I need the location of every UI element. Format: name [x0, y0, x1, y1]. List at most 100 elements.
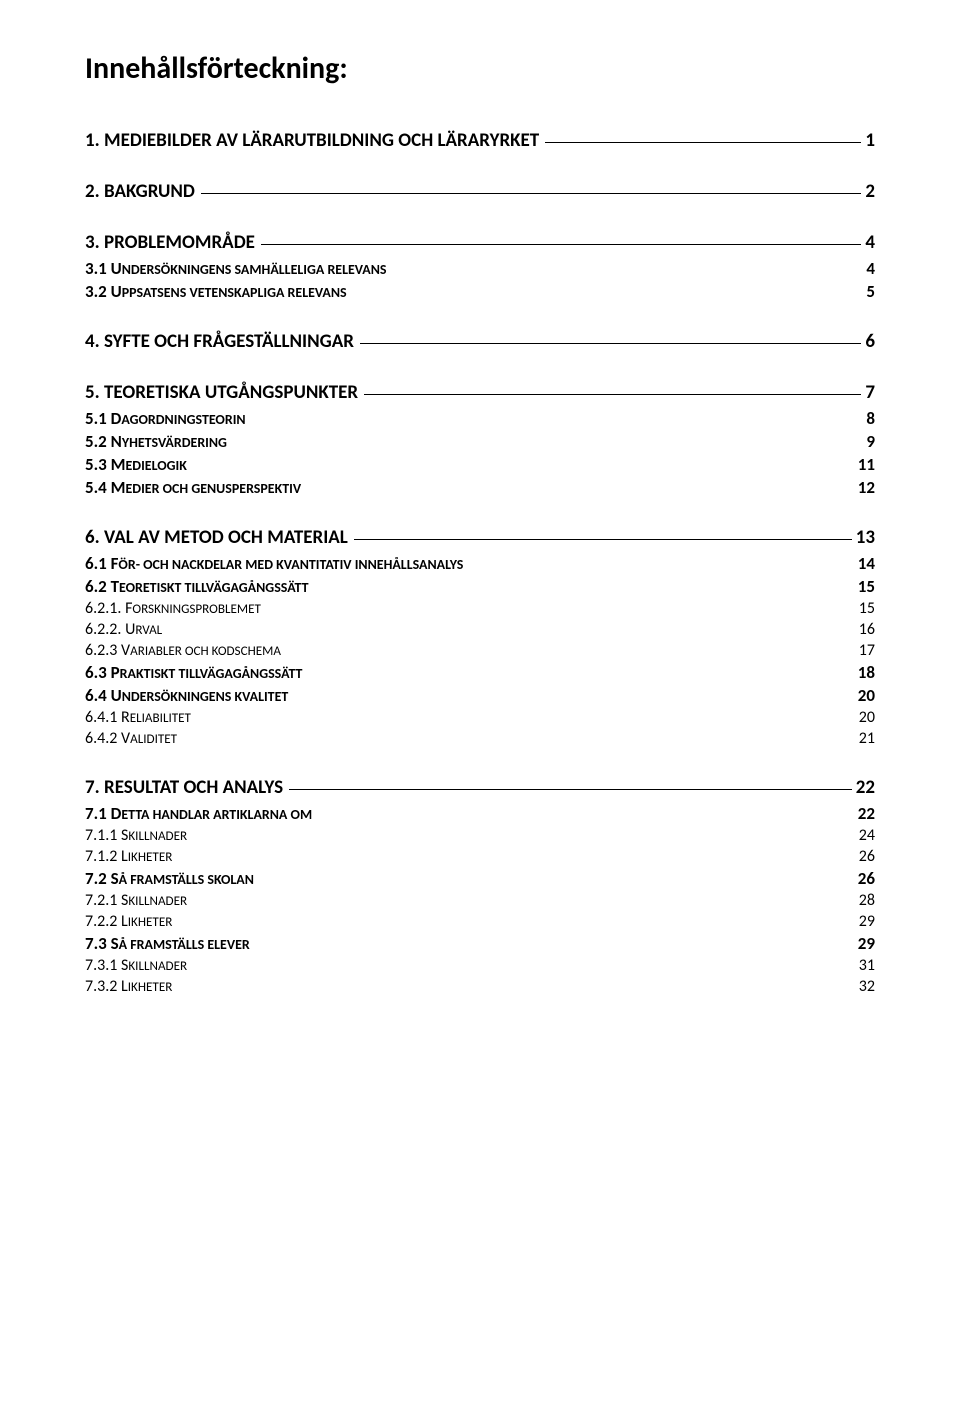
toc-entry-page: 7: [865, 381, 875, 404]
toc-entry-label: 5.1 DAGORDNINGSTEORIN: [85, 408, 246, 429]
toc-entry-label: 6.2.1. FORSKNINGSPROBLEMET: [85, 599, 261, 618]
toc-entry-page: 5: [866, 281, 875, 302]
toc-entry-label: 7.3.1 SKILLNADER: [85, 956, 187, 975]
toc-entry-label: 5.4 MEDIER OCH GENUSPERSPEKTIV: [85, 477, 301, 498]
toc-entry-label: 6.1 FÖR- OCH NACKDELAR MED KVANTITATIV I…: [85, 553, 463, 574]
toc-entry-page: 4: [866, 258, 875, 279]
toc-entry: 6.4.1 RELIABILITET 20: [85, 708, 875, 727]
toc-entry: 3. PROBLEMOMRÅDE 4: [85, 231, 875, 254]
toc-entry: 7.2.2 LIKHETER 29: [85, 912, 875, 931]
toc-entry: 5.1 DAGORDNINGSTEORIN 8: [85, 408, 875, 429]
toc-entry-page: 26: [859, 847, 875, 866]
document-title: Innehållsförteckning:: [85, 50, 875, 87]
toc-entry: 6.2.2. URVAL 16: [85, 620, 875, 639]
toc-leader: [289, 789, 852, 790]
toc-entry-label: 6.4.1 RELIABILITET: [85, 708, 191, 727]
toc-entry: 6.1 FÖR- OCH NACKDELAR MED KVANTITATIV I…: [85, 553, 875, 574]
toc-entry: 7.1 DETTA HANDLAR ARTIKLARNA OM 22: [85, 803, 875, 824]
toc-entry-label: 7.1.2 LIKHETER: [85, 847, 172, 866]
toc-entry-page: 29: [858, 933, 875, 954]
toc-entry-page: 15: [859, 599, 875, 618]
toc-entry-page: 20: [859, 708, 875, 727]
toc-entry-label: 5.2 NYHETSVÄRDERING: [85, 431, 227, 452]
toc-entry-page: 16: [859, 620, 875, 639]
toc-leader: [201, 193, 861, 194]
toc-entry: 7.2.1 SKILLNADER 28: [85, 891, 875, 910]
toc-entry-page: 8: [866, 408, 875, 429]
toc-entry: 5.2 NYHETSVÄRDERING 9: [85, 431, 875, 452]
table-of-contents: 1. MEDIEBILDER AV LÄRARUTBILDNING OCH LÄ…: [85, 129, 875, 996]
toc-entry-label: 7.3 SÅ FRAMSTÄLLS ELEVER: [85, 933, 250, 954]
toc-entry-label: 6.2.3 VARIABLER OCH KODSCHEMA: [85, 641, 281, 660]
toc-entry: 6.3 PRAKTISKT TILLVÄGAGÅNGSSÄTT 18: [85, 662, 875, 683]
toc-entry-label: 6.2 TEORETISKT TILLVÄGAGÅNGSSÄTT: [85, 576, 309, 597]
toc-entry: 5.4 MEDIER OCH GENUSPERSPEKTIV 12: [85, 477, 875, 498]
toc-entry-label: 7.2.1 SKILLNADER: [85, 891, 187, 910]
toc-leader: [354, 539, 852, 540]
toc-entry: 7.3 SÅ FRAMSTÄLLS ELEVER 29: [85, 933, 875, 954]
toc-entry-page: 22: [856, 776, 875, 799]
toc-leader: [360, 343, 861, 344]
toc-entry: 6. VAL AV METOD OCH MATERIAL 13: [85, 526, 875, 549]
toc-entry-page: 29: [859, 912, 875, 931]
toc-entry-page: 2: [865, 180, 875, 203]
toc-entry-page: 32: [859, 977, 875, 996]
toc-entry: 6.2.3 VARIABLER OCH KODSCHEMA 17: [85, 641, 875, 660]
toc-entry-page: 4: [865, 231, 875, 254]
toc-leader: [261, 244, 861, 245]
toc-entry-label: 6.3 PRAKTISKT TILLVÄGAGÅNGSSÄTT: [85, 662, 302, 683]
toc-entry-label: 6.4.2 VALIDITET: [85, 729, 177, 748]
toc-entry-label: 3.1 UNDERSÖKNINGENS SAMHÄLLELIGA RELEVAN…: [85, 258, 387, 279]
toc-entry: 6.4 UNDERSÖKNINGENS KVALITET 20: [85, 685, 875, 706]
toc-entry: 7. RESULTAT OCH ANALYS 22: [85, 776, 875, 799]
toc-entry-page: 14: [858, 553, 875, 574]
toc-entry-label: 6.4 UNDERSÖKNINGENS KVALITET: [85, 685, 288, 706]
toc-entry-page: 17: [859, 641, 875, 660]
toc-entry-page: 24: [859, 826, 875, 845]
toc-entry: 6.2 TEORETISKT TILLVÄGAGÅNGSSÄTT 15: [85, 576, 875, 597]
toc-entry-label: 7.2 SÅ FRAMSTÄLLS SKOLAN: [85, 868, 254, 889]
toc-entry-page: 11: [858, 454, 875, 475]
toc-entry-label: 5.3 MEDIELOGIK: [85, 454, 187, 475]
toc-entry-label: 4. SYFTE OCH FRÅGESTÄLLNINGAR: [85, 330, 354, 353]
toc-entry-page: 12: [858, 477, 875, 498]
toc-entry-label: 6. VAL AV METOD OCH MATERIAL: [85, 526, 348, 549]
toc-entry: 3.2 UPPSATSENS VETENSKAPLIGA RELEVANS 5: [85, 281, 875, 302]
toc-entry-page: 6: [865, 330, 875, 353]
toc-entry: 2. BAKGRUND2: [85, 180, 875, 203]
toc-entry-label: 1. MEDIEBILDER AV LÄRARUTBILDNING OCH LÄ…: [85, 129, 539, 152]
toc-entry-page: 31: [859, 956, 875, 975]
toc-entry: 6.4.2 VALIDITET 21: [85, 729, 875, 748]
toc-entry: 7.2 SÅ FRAMSTÄLLS SKOLAN 26: [85, 868, 875, 889]
toc-entry-label: 5. TEORETISKA UTGÅNGSPUNKTER: [85, 381, 358, 404]
toc-entry-page: 21: [859, 729, 875, 748]
toc-entry-page: 15: [858, 576, 875, 597]
toc-entry-page: 18: [858, 662, 875, 683]
toc-entry-page: 22: [858, 803, 875, 824]
toc-entry-label: 3.2 UPPSATSENS VETENSKAPLIGA RELEVANS: [85, 281, 347, 302]
toc-entry: 1. MEDIEBILDER AV LÄRARUTBILDNING OCH LÄ…: [85, 129, 875, 152]
toc-entry-label: 7.2.2 LIKHETER: [85, 912, 172, 931]
toc-entry-page: 20: [858, 685, 875, 706]
toc-entry: 3.1 UNDERSÖKNINGENS SAMHÄLLELIGA RELEVAN…: [85, 258, 875, 279]
toc-entry-label: 3. PROBLEMOMRÅDE: [85, 231, 255, 254]
toc-entry: 4. SYFTE OCH FRÅGESTÄLLNINGAR 6: [85, 330, 875, 353]
toc-entry: 7.3.1 SKILLNADER 31: [85, 956, 875, 975]
toc-entry-label: 6.2.2. URVAL: [85, 620, 162, 639]
toc-entry-page: 13: [856, 526, 875, 549]
toc-entry-page: 26: [858, 868, 875, 889]
toc-entry: 5. TEORETISKA UTGÅNGSPUNKTER 7: [85, 381, 875, 404]
document-page: Innehållsförteckning: 1. MEDIEBILDER AV …: [0, 0, 960, 1414]
toc-entry-page: 28: [859, 891, 875, 910]
toc-entry-label: 7.1 DETTA HANDLAR ARTIKLARNA OM: [85, 803, 312, 824]
toc-entry: 6.2.1. FORSKNINGSPROBLEMET 15: [85, 599, 875, 618]
toc-entry: 7.1.2 LIKHETER 26: [85, 847, 875, 866]
toc-entry-label: 7.3.2 LIKHETER: [85, 977, 172, 996]
toc-entry: 7.3.2 LIKHETER 32: [85, 977, 875, 996]
toc-entry-label: 7. RESULTAT OCH ANALYS: [85, 776, 283, 799]
toc-leader: [545, 142, 861, 143]
toc-entry-page: 9: [866, 431, 875, 452]
toc-leader: [364, 394, 861, 395]
toc-entry: 5.3 MEDIELOGIK 11: [85, 454, 875, 475]
toc-entry-label: 7.1.1 SKILLNADER: [85, 826, 187, 845]
